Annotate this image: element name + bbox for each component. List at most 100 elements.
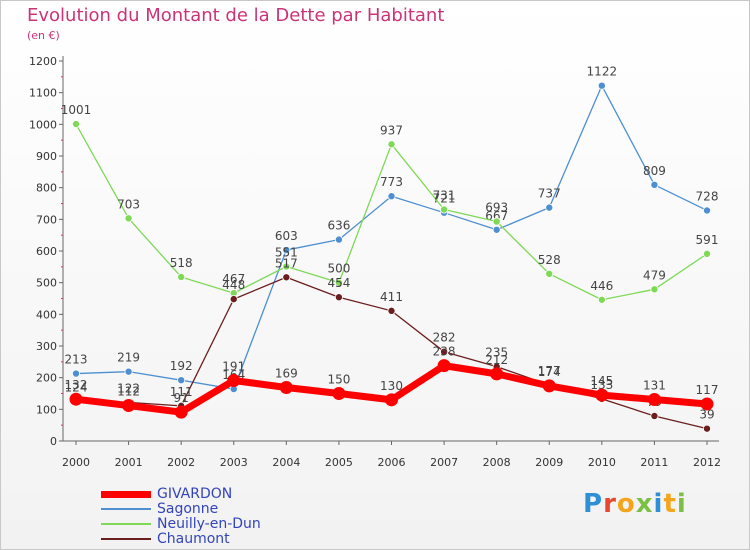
logo-letter: t (663, 489, 677, 519)
data-label: 122 (117, 381, 140, 395)
data-point (229, 295, 238, 304)
series-sagonne: 2132191921646036367737216677371122809728 (65, 65, 718, 394)
data-label: 591 (696, 233, 719, 247)
y-tick-label: 100 (36, 403, 57, 416)
y-tick-label: 700 (36, 213, 57, 226)
data-label: 124 (65, 381, 88, 395)
x-tick-label: 2008 (483, 456, 511, 469)
data-label: 518 (170, 256, 193, 270)
y-tick-label: 1000 (29, 118, 57, 131)
data-label: 551 (275, 246, 298, 260)
data-label: 737 (538, 187, 561, 201)
data-label: 448 (222, 278, 245, 292)
proxiti-logo: Proxiti (583, 489, 687, 519)
data-label: 91 (174, 391, 189, 405)
data-label: 773 (380, 175, 403, 189)
data-point (177, 376, 186, 385)
logo-letter: P (583, 489, 604, 519)
x-tick-label: 2011 (640, 456, 668, 469)
legend-swatch (101, 523, 151, 525)
data-point (647, 393, 661, 407)
data-point (700, 397, 714, 411)
chart-subtitle: (en €) (27, 29, 60, 42)
logo-letter: o (616, 489, 636, 519)
data-label: 1122 (587, 65, 618, 79)
data-label: 667 (485, 209, 508, 223)
x-tick-label: 2006 (378, 456, 406, 469)
data-point (597, 295, 606, 304)
x-tick-label: 2010 (588, 456, 616, 469)
x-tick-label: 2007 (430, 456, 458, 469)
data-point (385, 393, 398, 407)
series-givardon: 132 112 91 191 169 150 130 238 212 174 145 131 117 (65, 345, 718, 419)
data-label: 454 (327, 276, 350, 290)
legend-label: Neuilly-en-Dun (157, 516, 261, 532)
data-label: 150 (327, 373, 350, 387)
x-tick-label: 2003 (220, 456, 248, 469)
legend-label: Chaumont (157, 531, 230, 547)
data-label: 282 (433, 331, 456, 345)
data-point (545, 269, 554, 278)
data-point (650, 411, 659, 420)
data-label: 636 (327, 219, 350, 233)
x-tick-label: 2002 (167, 456, 195, 469)
data-point (650, 180, 659, 189)
data-label: 411 (380, 290, 403, 304)
data-label: 467 (222, 272, 245, 286)
logo-letter: r (603, 489, 617, 519)
data-point (227, 374, 241, 388)
data-point (282, 246, 291, 255)
x-tick-label: 2001 (115, 456, 143, 469)
data-point (334, 278, 343, 287)
legend-item: Chaumont (101, 531, 230, 547)
data-point (440, 347, 449, 356)
y-tick-label: 1200 (29, 55, 57, 68)
data-point (122, 399, 136, 413)
data-label: 446 (590, 279, 613, 293)
data-label: 528 (538, 253, 561, 267)
legend-swatch (101, 538, 151, 540)
series-neuilly-en-dun: 1001 703 518 467 551 500 937 731 693 528 446 479 591 (61, 103, 719, 304)
data-point (387, 192, 396, 201)
data-label: 133 (590, 378, 613, 392)
data-label: 731 (433, 189, 456, 203)
data-label: 937 (380, 123, 403, 137)
data-label: 235 (485, 346, 508, 360)
data-point (490, 367, 504, 381)
y-tick-label: 1100 (29, 87, 57, 100)
data-point (332, 387, 346, 400)
data-label: 238 (433, 345, 456, 359)
legend-item: Sagonne (101, 501, 218, 517)
data-point (703, 424, 712, 433)
data-point (387, 140, 396, 149)
y-tick-label: 0 (50, 435, 57, 448)
legend-label: GIVARDON (157, 486, 233, 502)
data-point (72, 369, 81, 378)
y-tick-label: 300 (36, 340, 57, 353)
data-label: 517 (275, 256, 298, 270)
data-label: 703 (117, 197, 140, 211)
series-line (75, 123, 708, 301)
x-tick-label: 2004 (272, 456, 300, 469)
logo-letter: i (653, 489, 664, 519)
data-label: 603 (275, 229, 298, 243)
data-label: 177 (538, 364, 561, 378)
data-label: 212 (485, 353, 508, 367)
data-label: 169 (275, 366, 298, 380)
y-tick-label: 500 (36, 277, 57, 290)
data-point (72, 120, 81, 129)
data-label: 192 (170, 359, 193, 373)
data-label: 130 (380, 379, 403, 393)
data-label: 213 (65, 353, 88, 367)
data-label: 112 (117, 385, 140, 399)
data-point (177, 272, 186, 281)
data-point (334, 293, 343, 302)
legend-item: GIVARDON (101, 486, 232, 502)
data-point (545, 203, 554, 212)
data-label: 809 (643, 164, 666, 178)
logo-letter: x (635, 489, 654, 519)
data-point (174, 405, 188, 419)
data-label: 693 (485, 201, 508, 215)
